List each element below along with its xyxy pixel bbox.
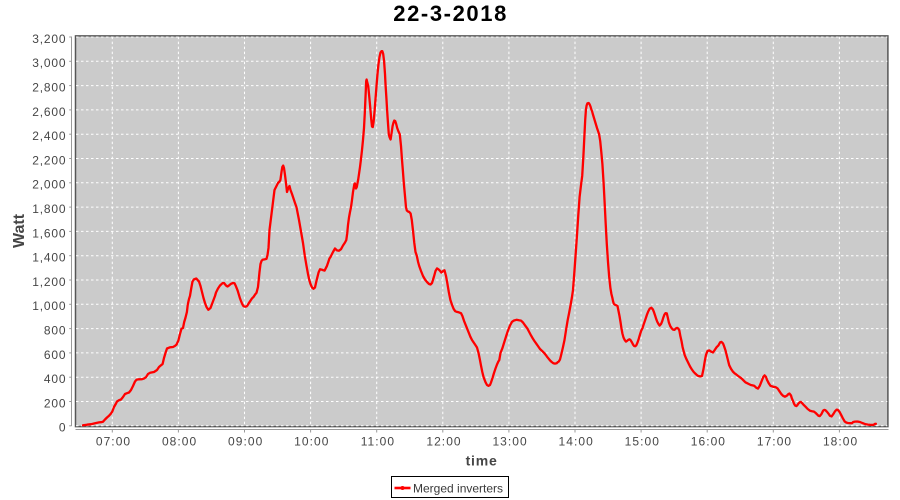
svg-text:3,000: 3,000 <box>32 56 66 70</box>
svg-text:1,800: 1,800 <box>32 202 66 216</box>
svg-text:400: 400 <box>44 372 66 386</box>
svg-text:2,600: 2,600 <box>32 105 66 119</box>
svg-text:2,000: 2,000 <box>32 178 66 192</box>
svg-text:2,400: 2,400 <box>32 129 66 143</box>
svg-text:200: 200 <box>44 396 66 410</box>
svg-text:800: 800 <box>44 324 66 338</box>
svg-text:0: 0 <box>59 421 66 435</box>
svg-text:600: 600 <box>44 348 66 362</box>
svg-text:17:00: 17:00 <box>757 435 792 449</box>
svg-text:2,200: 2,200 <box>32 153 66 167</box>
svg-text:08:00: 08:00 <box>162 435 197 449</box>
svg-text:09:00: 09:00 <box>228 435 263 449</box>
svg-text:3,200: 3,200 <box>32 32 66 46</box>
svg-text:11:00: 11:00 <box>361 435 395 449</box>
svg-text:2,800: 2,800 <box>32 81 66 95</box>
svg-text:1,400: 1,400 <box>32 251 66 265</box>
svg-text:12:00: 12:00 <box>426 435 461 449</box>
svg-text:Watt: Watt <box>11 213 28 248</box>
svg-text:10:00: 10:00 <box>294 435 329 449</box>
svg-text:07:00: 07:00 <box>96 435 131 449</box>
svg-text:18:00: 18:00 <box>823 435 858 449</box>
svg-text:1,200: 1,200 <box>32 275 66 289</box>
svg-text:14:00: 14:00 <box>559 435 594 449</box>
svg-text:time: time <box>466 452 498 468</box>
svg-text:22-3-2018: 22-3-2018 <box>393 1 508 26</box>
svg-text:1,600: 1,600 <box>32 226 66 240</box>
svg-text:15:00: 15:00 <box>625 435 660 449</box>
svg-text:1,000: 1,000 <box>32 299 66 313</box>
svg-text:Merged inverters: Merged inverters <box>413 482 503 496</box>
svg-text:16:00: 16:00 <box>691 435 726 449</box>
svg-text:13:00: 13:00 <box>492 435 527 449</box>
